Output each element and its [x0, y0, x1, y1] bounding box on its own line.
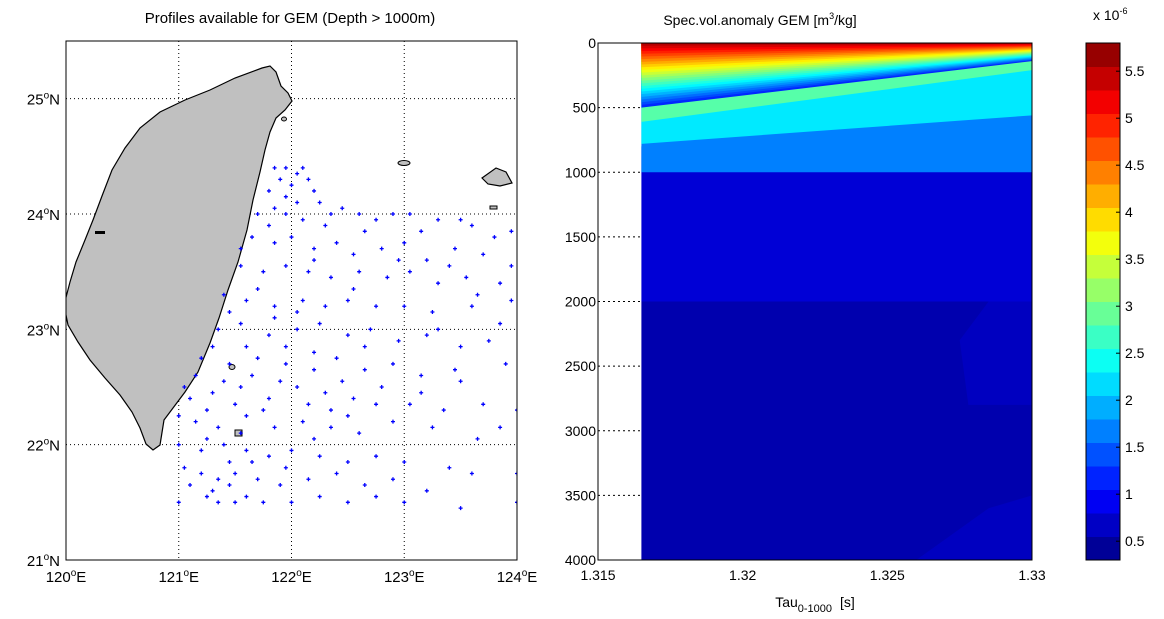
map-x-tick-label: 124oE [497, 568, 538, 586]
colorbar-band [1086, 513, 1120, 537]
colorbar-exponent: x 10-6 [1093, 6, 1127, 23]
section-x-tick-label: 1.33 [1018, 567, 1045, 583]
colorbar-band [1086, 231, 1120, 255]
map-x-tick-labels: 120oE 121oE 122oE 123oE 124oE [46, 568, 538, 586]
map-panel: Profiles available for GEM (Depth > 1000… [27, 10, 537, 586]
map-x-tick-label: 120oE [46, 568, 87, 586]
colorbar-bands [1086, 43, 1120, 561]
colorbar-tick-label: 0.5 [1125, 533, 1145, 549]
colorbar-tick-label: 5 [1125, 110, 1133, 126]
colorbar-band [1086, 208, 1120, 232]
section-x-tick-labels: 1.315 1.32 1.325 1.33 [580, 567, 1045, 583]
colorbar-band [1086, 349, 1120, 373]
colorbar-band [1086, 90, 1120, 114]
section-y-tick-labels: 0 500 1000 1500 2000 2500 3000 3500 4000 [565, 35, 596, 568]
colorbar-band [1086, 372, 1120, 396]
colorbar-band [1086, 137, 1120, 161]
colorbar-tick-label: 3 [1125, 298, 1133, 314]
section-contour-fill [641, 43, 1032, 560]
section-y-tick-label: 2000 [565, 294, 596, 310]
colorbar-band [1086, 419, 1120, 443]
section-x-tick-label: 1.32 [729, 567, 756, 583]
colorbar-tick-label: 4 [1125, 204, 1133, 220]
map-y-tick-label: 22oN [27, 437, 60, 455]
colorbar-tick-label: 4.5 [1125, 157, 1145, 173]
colorbar-band [1086, 443, 1120, 467]
island-keelung [282, 117, 287, 121]
section-y-tick-label: 500 [573, 100, 597, 116]
colorbar-band [1086, 114, 1120, 138]
section-y-tick-label: 3500 [565, 487, 596, 503]
map-y-tick-label: 23oN [27, 321, 60, 339]
section-x-tick-label: 1.315 [580, 567, 615, 583]
colorbar-band [1086, 161, 1120, 185]
colorbar-tick-label: 3.5 [1125, 251, 1145, 267]
section-y-tick-label: 1000 [565, 164, 596, 180]
map-y-tick-label: 25oN [27, 91, 60, 109]
island-small-east [490, 206, 497, 209]
section-x-tick-label: 1.325 [870, 567, 905, 583]
map-title: Profiles available for GEM (Depth > 1000… [145, 10, 436, 27]
colorbar-tick-label: 5.5 [1125, 63, 1145, 79]
colorbar-band [1086, 490, 1120, 514]
section-panel: Spec.vol.anomaly GEM [m3/kg] 1.315 1.32 1.… [565, 11, 1046, 615]
colorbar-band [1086, 184, 1120, 208]
colorbar-band [1086, 278, 1120, 302]
colorbar-band [1086, 325, 1120, 349]
section-title: Spec.vol.anomaly GEM [m3/kg] [663, 11, 856, 28]
section-y-tick-label: 2500 [565, 358, 596, 374]
island-pengjia [398, 161, 410, 166]
colorbar-band [1086, 537, 1120, 561]
colorbar-band [1086, 396, 1120, 420]
island-penghu [95, 231, 105, 234]
colorbar-band [1086, 466, 1120, 490]
section-x-label: Tau0-1000 [s] [775, 594, 855, 615]
colorbar-tick-label: 2.5 [1125, 345, 1145, 361]
section-y-tick-label: 1500 [565, 229, 596, 245]
map-y-tick-label: 24oN [27, 206, 60, 224]
map-x-tick-label: 122oE [271, 568, 312, 586]
map-x-tick-label: 121oE [158, 568, 199, 586]
colorbar-band [1086, 302, 1120, 326]
colorbar-band [1086, 43, 1120, 67]
section-y-tick-label: 0 [588, 35, 596, 51]
section-y-tick-label: 4000 [565, 552, 596, 568]
colorbar-band [1086, 255, 1120, 279]
map-y-tick-label: 21oN [27, 552, 60, 570]
map-y-tick-labels: 21oN 22oN 23oN 24oN 25oN [27, 91, 60, 570]
map-x-tick-label: 123oE [384, 568, 425, 586]
section-y-tick-label: 3000 [565, 423, 596, 439]
colorbar-band [1086, 67, 1120, 91]
colorbar-tick-label: 2 [1125, 392, 1133, 408]
colorbar-tick-label: 1 [1125, 486, 1133, 502]
colorbar-tick-label: 1.5 [1125, 439, 1145, 455]
colorbar: 0.5 1 1.5 2 2.5 3 3.5 4 4.5 5 5.5 x 10-6 [1086, 6, 1145, 561]
